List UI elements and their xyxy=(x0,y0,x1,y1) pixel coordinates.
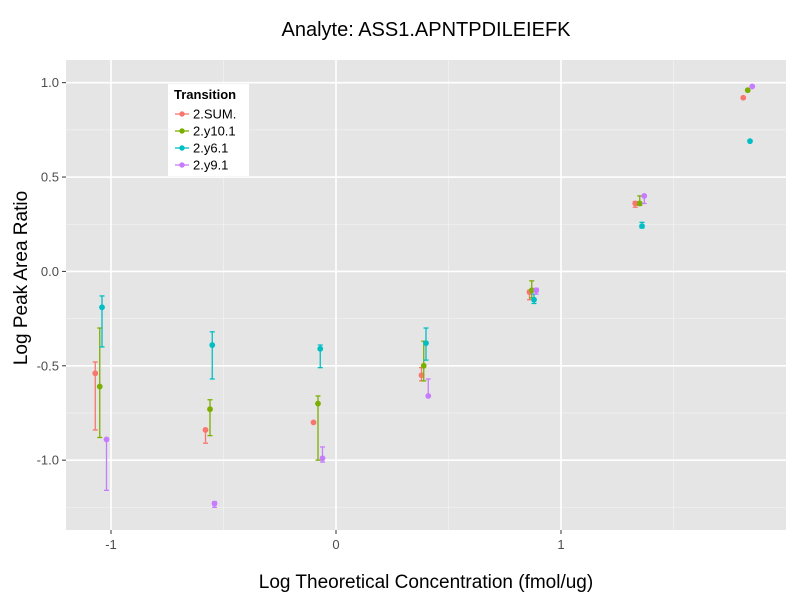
data-point xyxy=(207,406,213,413)
data-point xyxy=(747,138,753,145)
data-point xyxy=(319,455,326,462)
data-point xyxy=(423,340,429,347)
legend-key-point xyxy=(179,145,185,151)
x-tick-label: 0 xyxy=(332,537,339,552)
data-point xyxy=(740,94,747,101)
series-2-SUM xyxy=(92,94,747,444)
legend-label: 2.y9.1 xyxy=(193,158,228,173)
legend-key-point xyxy=(179,128,185,134)
data-point xyxy=(744,87,751,94)
data-point xyxy=(636,200,643,207)
data-point xyxy=(310,419,317,426)
y-axis-title: Log Peak Area Ratio xyxy=(11,191,32,365)
data-point xyxy=(211,500,218,507)
data-point xyxy=(418,372,425,379)
x-axis-title: Log Theoretical Concentration (fmol/ug) xyxy=(259,572,593,593)
data-point xyxy=(96,383,103,390)
data-point xyxy=(92,370,99,377)
y-tick-label: -1.0 xyxy=(37,453,59,468)
major-gridlines xyxy=(66,60,786,530)
data-point xyxy=(528,287,535,294)
legend: Transition 2.SUM. 2.y10.1 2.y6.1 2.y9.1 xyxy=(168,84,249,176)
y-tick-label: 0.5 xyxy=(41,170,59,185)
data-point xyxy=(749,83,756,90)
legend-label: 2.y10.1 xyxy=(193,124,236,139)
data-point xyxy=(639,223,645,230)
data-point xyxy=(317,345,324,352)
data-point xyxy=(209,342,216,348)
data-point xyxy=(420,362,427,369)
y-tick-label: 0.0 xyxy=(41,264,59,279)
chart-title: Analyte: ASS1.APNTPDILEIEFK xyxy=(281,19,571,41)
legend-label: 2.SUM. xyxy=(193,107,236,122)
data-point xyxy=(531,296,537,303)
series-2-y6-1 xyxy=(99,138,753,380)
y-tick-label: -0.5 xyxy=(37,358,59,373)
data-point xyxy=(103,436,110,443)
axis-ticks: -1 0 1 -1.0 -0.5 0.0 0.5 1.0 xyxy=(37,75,565,552)
data-point xyxy=(99,304,105,311)
data-marks xyxy=(92,83,756,508)
x-tick-label: 1 xyxy=(557,537,564,552)
data-point xyxy=(632,200,639,207)
data-point xyxy=(202,427,209,433)
series-2-y9-1 xyxy=(103,83,756,508)
data-point xyxy=(425,393,432,399)
legend-title: Transition xyxy=(174,87,236,102)
legend-key-point xyxy=(179,111,185,117)
data-point xyxy=(315,400,321,407)
legend-label: 2.y6.1 xyxy=(193,141,228,156)
data-point xyxy=(533,287,540,294)
y-tick-label: 1.0 xyxy=(41,75,59,90)
data-point xyxy=(641,193,648,199)
x-tick-label: -1 xyxy=(105,537,117,552)
legend-key-point xyxy=(179,162,185,168)
